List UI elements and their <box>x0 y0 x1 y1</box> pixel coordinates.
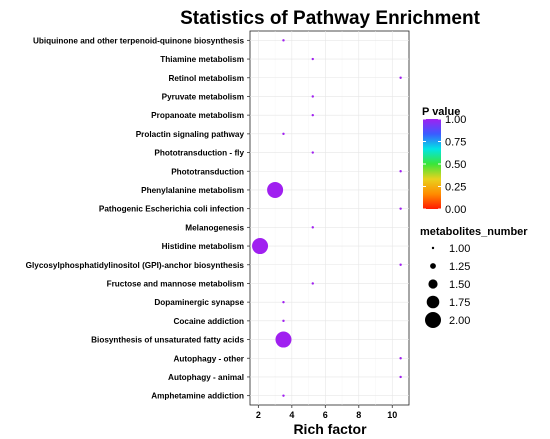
p-value-legend-label: 0.00 <box>445 204 466 216</box>
p-value-legend-label: 0.25 <box>445 182 466 194</box>
size-legend-label: 1.75 <box>449 297 470 309</box>
data-point <box>267 181 284 198</box>
data-point <box>399 76 402 79</box>
p-value-colorbar <box>423 119 441 209</box>
p-value-legend-label: 0.75 <box>445 137 466 149</box>
size-legend-label: 1.50 <box>449 279 470 291</box>
y-tick-label: Autophagy - other <box>174 354 245 363</box>
y-tick-label: Ubiquinone and other terpenoid-quinone b… <box>33 36 245 45</box>
data-point <box>311 151 314 154</box>
data-point <box>311 226 314 229</box>
x-axis-label: Rich factor <box>293 421 367 437</box>
y-tick-label: Histidine metabolism <box>162 242 244 251</box>
y-tick-label: Pathogenic Escherichia coli infection <box>99 205 244 214</box>
y-tick-label: Melanogenesis <box>185 223 244 232</box>
y-tick-label: Phototransduction - fly <box>154 149 244 158</box>
plot-panel <box>249 30 410 406</box>
y-tick-label: Cocaine addiction <box>173 317 244 326</box>
data-point <box>399 375 402 379</box>
data-point <box>399 207 402 210</box>
y-tick-label: Propanoate metabolism <box>151 111 244 120</box>
y-tick-label: Phototransduction <box>171 167 244 176</box>
size-legend-dot <box>430 263 436 269</box>
plot-background <box>249 30 410 406</box>
y-axis-labels: Ubiquinone and other terpenoid-quinone b… <box>26 36 250 401</box>
size-legend-dot <box>431 246 435 250</box>
y-tick-label: Retinol metabolism <box>168 74 244 83</box>
y-tick-label: Thiamine metabolism <box>160 55 244 64</box>
y-tick-label: Amphetamine addiction <box>151 392 244 401</box>
x-axis-ticks: 2 4 6 8 10 <box>256 405 397 420</box>
data-point <box>399 357 402 360</box>
size-legend-label: 1.00 <box>449 243 470 255</box>
x-tick-label: 10 <box>387 410 397 420</box>
y-tick-label: Dopaminergic synapse <box>154 298 244 307</box>
p-value-legend: P value 1.00 0.75 0.50 0.25 0.00 <box>422 106 466 216</box>
p-value-legend-label: 1.00 <box>445 114 466 126</box>
data-points <box>252 39 402 397</box>
x-tick-label: 2 <box>256 410 261 420</box>
chart-title: Statistics of Pathway Enrichment <box>180 8 481 29</box>
p-value-legend-label: 0.50 <box>445 159 466 171</box>
size-legend-dot <box>426 295 440 309</box>
y-tick-label: Phenylalanine metabolism <box>141 186 244 195</box>
data-point <box>311 113 314 117</box>
data-point <box>282 319 285 323</box>
x-tick-label: 6 <box>323 410 328 420</box>
data-point <box>311 57 314 61</box>
x-tick-label: 8 <box>356 410 361 420</box>
metabolites-number-legend-title: metabolites_number <box>420 226 528 238</box>
data-point <box>282 300 285 304</box>
size-legend-dot <box>428 279 438 289</box>
size-legend-label: 1.25 <box>449 261 470 273</box>
data-point <box>311 282 314 285</box>
y-tick-label: Autophagy - animal <box>168 373 244 382</box>
x-tick-label: 4 <box>289 410 294 420</box>
data-point <box>275 331 292 348</box>
data-point <box>282 39 285 42</box>
data-point <box>282 394 285 397</box>
size-legend-dot <box>425 312 441 328</box>
y-tick-label: Glycosylphosphatidylinositol (GPI)-ancho… <box>26 261 245 270</box>
size-legend-label: 2.00 <box>449 315 470 327</box>
y-tick-label: Prolactin signaling pathway <box>136 130 245 139</box>
p-value-legend-title: P value <box>422 106 460 118</box>
data-point <box>311 95 314 98</box>
data-point <box>252 238 269 255</box>
y-tick-label: Fructose and mannose metabolism <box>107 279 244 288</box>
data-point <box>282 132 285 136</box>
data-point <box>399 170 402 173</box>
y-tick-label: Biosynthesis of unsaturated fatty acids <box>91 336 244 345</box>
metabolites-number-legend: metabolites_number 1.00 1.25 1.50 1.75 2.00 <box>420 226 528 328</box>
y-tick-label: Pyruvate metabolism <box>162 92 244 101</box>
data-point <box>399 263 402 266</box>
